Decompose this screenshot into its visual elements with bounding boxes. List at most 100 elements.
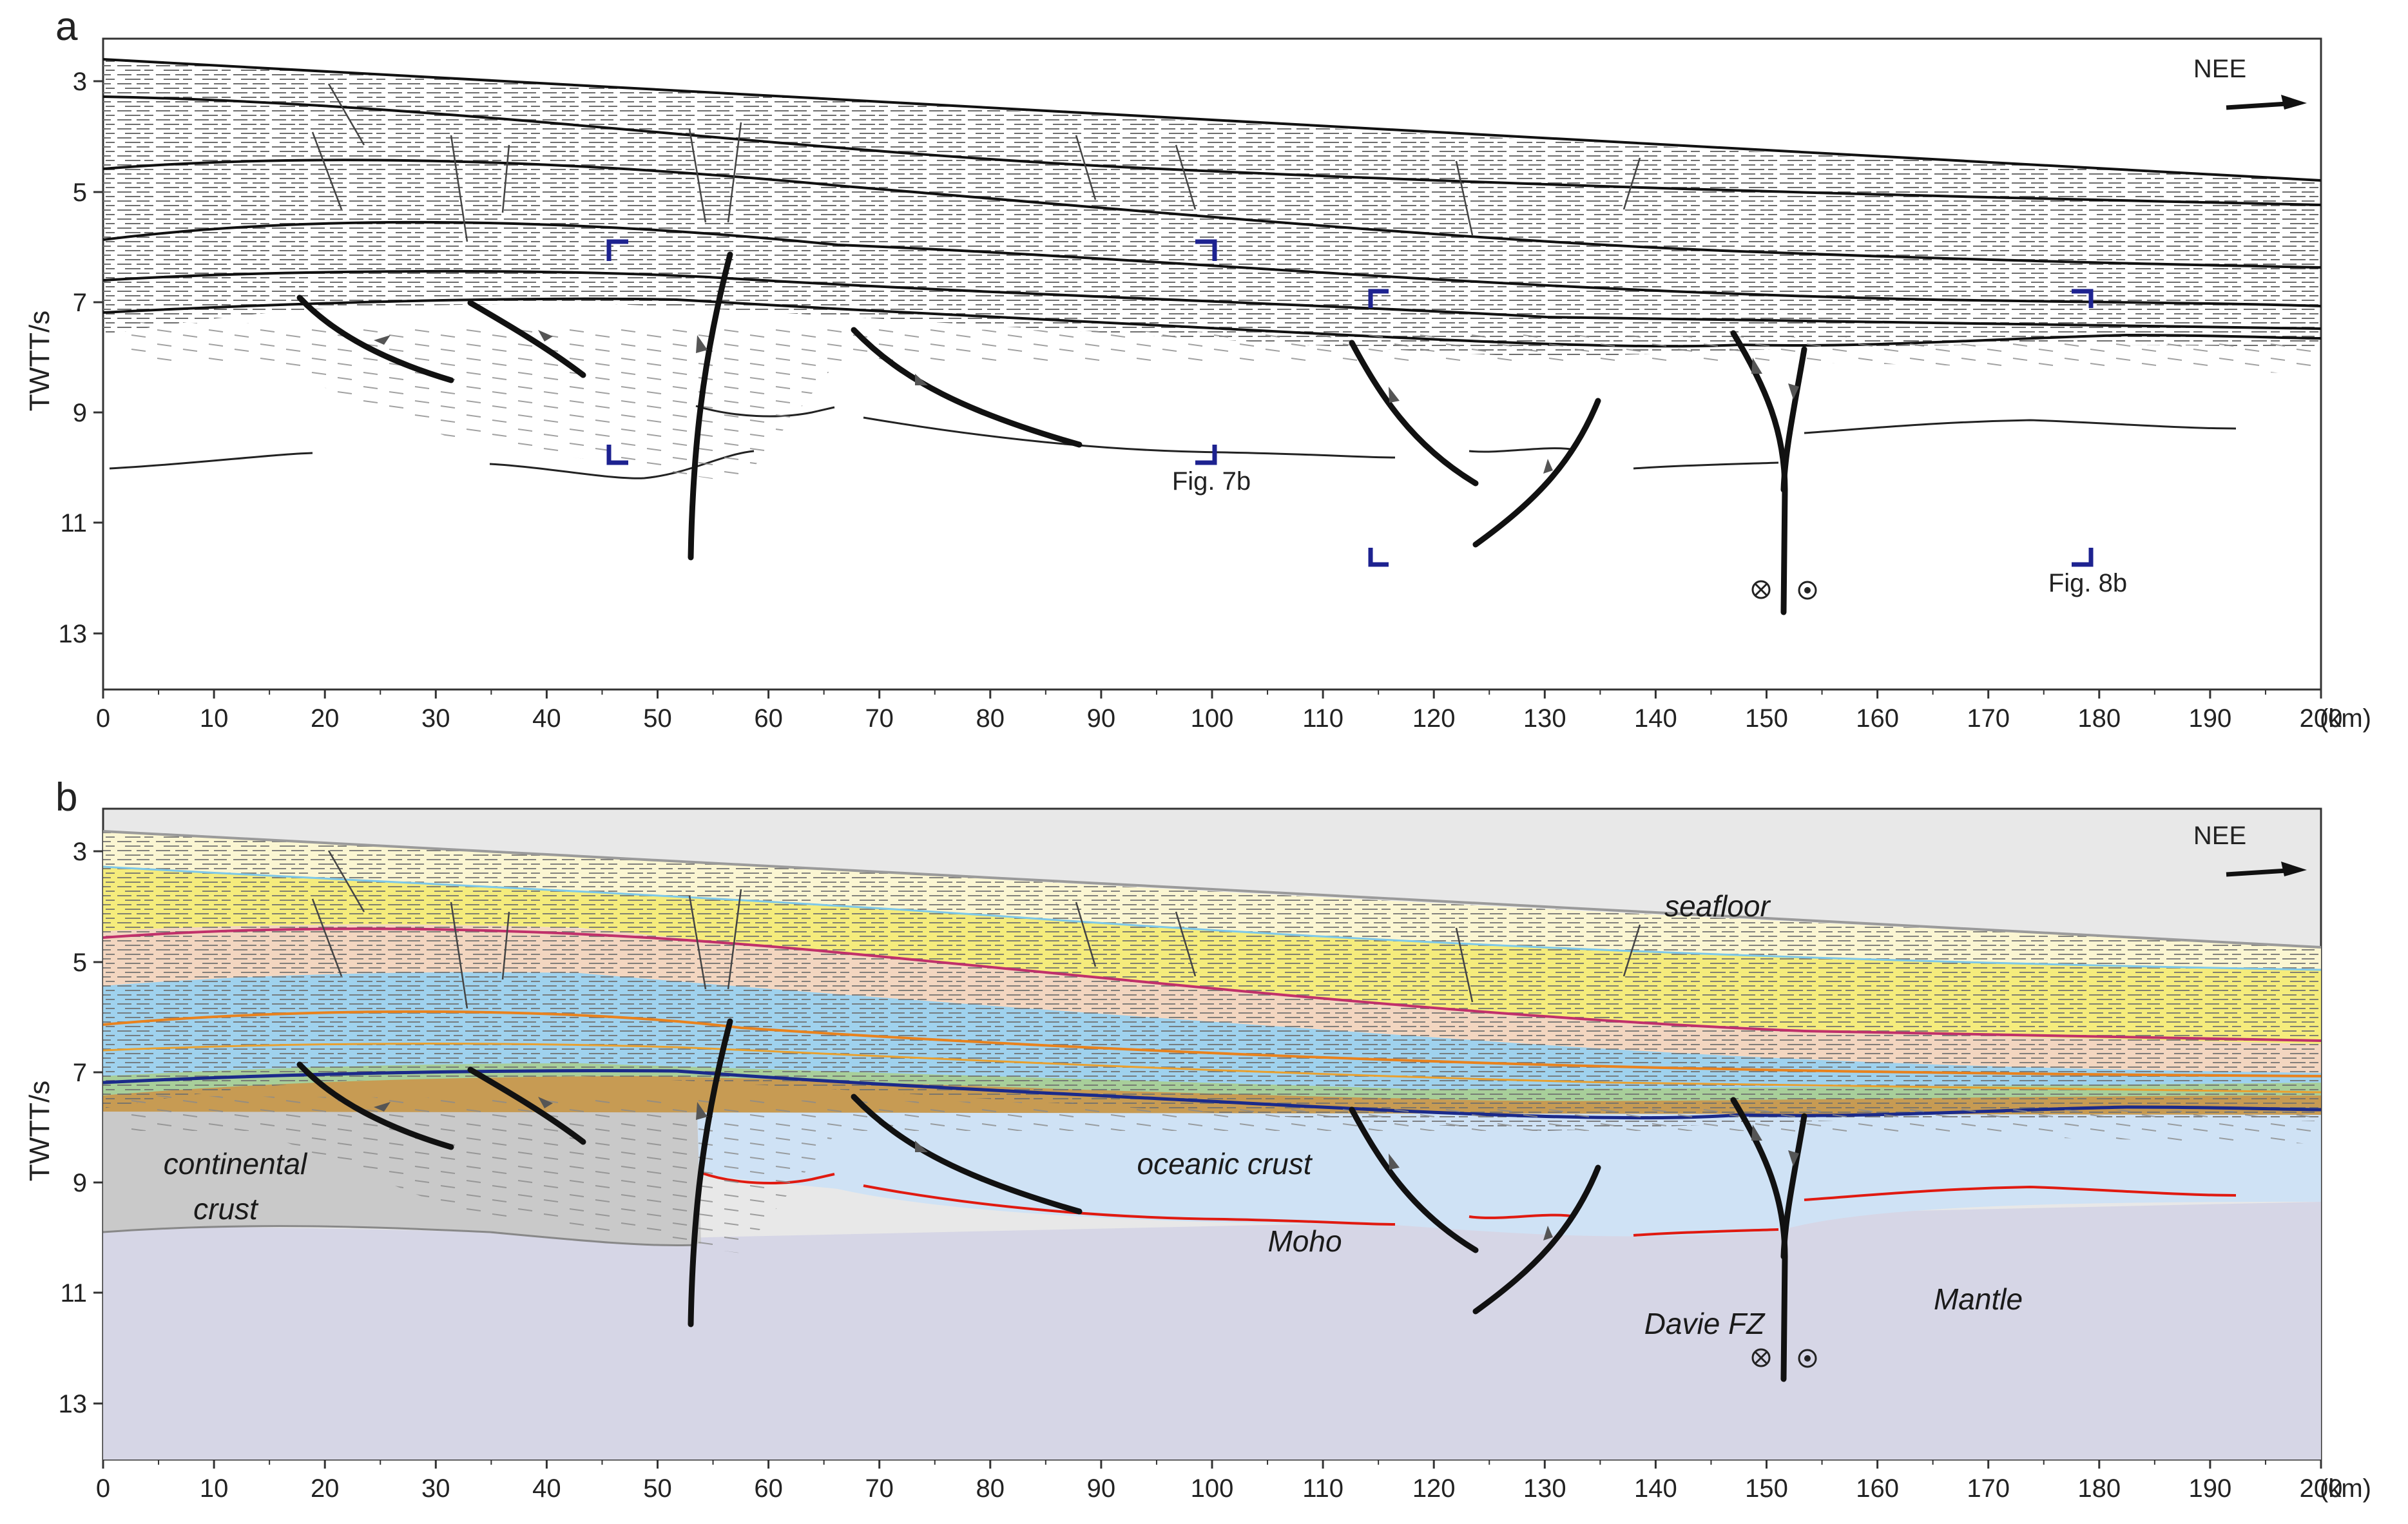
panel-a-fault-arrows xyxy=(374,330,1799,474)
panel-a-fault-5 xyxy=(1349,340,1479,487)
panel-a-deep-line-1 xyxy=(109,452,313,470)
panel-a-crust-texture xyxy=(129,322,2321,483)
panel-b-y-tick-labels: 3 5 7 9 11 13 xyxy=(59,838,88,1418)
panel-a-fault-1 xyxy=(296,294,454,383)
panel-a-fault-2 xyxy=(467,300,586,378)
panel-b-x-unit: (km) xyxy=(2320,1474,2371,1503)
panel-b-out-of-page-icon xyxy=(1798,1349,1817,1368)
panel-b-xtick-label: 0 xyxy=(96,1474,110,1503)
panel-a-ytick: 7 xyxy=(73,289,87,317)
panel-a-fault-6 xyxy=(1472,398,1601,548)
panel-a-section xyxy=(103,58,2321,615)
panel-b-horizon-orange-2 xyxy=(103,1043,2321,1094)
panel-b-continental-outline xyxy=(103,1225,697,1247)
panel-b-xtick-label: 120 xyxy=(1412,1474,1456,1503)
panel-b-label-moho: Moho xyxy=(1267,1224,1342,1258)
panel-b-crust-texture xyxy=(129,1095,2321,1253)
panel-a-x-ticks: 0 10 20 30 40 50 60 70 80 90 100 110 120 130 140 150 160… xyxy=(96,690,2342,733)
panel-a-y-axis-label: TWTT/s xyxy=(24,311,55,411)
panel-a-xtick-label: 190 xyxy=(2189,704,2232,733)
panel-b-label-crust: crust xyxy=(193,1192,259,1226)
panel-a-deep-line-6 xyxy=(1633,461,1779,470)
panel-b-mantle xyxy=(103,1202,2321,1460)
panel-b-xtick-label: 170 xyxy=(1967,1474,2010,1503)
panel-b-label-mantle: Mantle xyxy=(1934,1282,2023,1316)
panel-a-fault-8 xyxy=(1780,346,1807,493)
panel-a-xtick-label: 0 xyxy=(96,704,110,733)
panel-a-xtick-label: 140 xyxy=(1634,704,1677,733)
panel-b-fault-3 xyxy=(688,1018,733,1327)
panel-a-deep-line-4 xyxy=(863,416,1396,459)
panel-b-into-page-icon xyxy=(1751,1348,1771,1367)
panel-a-fig8b-bracket xyxy=(1368,289,2094,567)
panel-b-xtick-label: 80 xyxy=(976,1474,1005,1503)
panel-a-xtick-label: 110 xyxy=(1302,704,1344,733)
panel-a-sediment-body xyxy=(103,59,2321,358)
panel-b-label-oceanic-crust: oceanic crust xyxy=(1137,1147,1313,1181)
panel-b-label-continental: continental xyxy=(164,1147,308,1181)
panel-b-xtick-label: 20 xyxy=(311,1474,340,1503)
panel-a-strike-slip-symbols xyxy=(1751,580,1817,600)
panel-a-ref-fig7b: Fig. 7b xyxy=(1172,467,1251,496)
panel-a-ytick: 13 xyxy=(59,620,88,648)
panel-a-fault-4 xyxy=(851,327,1083,448)
panel-b-fault-1 xyxy=(296,1061,454,1150)
panel-b-xtick-label: 180 xyxy=(2077,1474,2121,1503)
panel-a-ref-fig8b: Fig. 8b xyxy=(2048,569,2127,597)
panel-a-deep-line-7 xyxy=(1804,419,2237,434)
panel-b-xtick-label: 100 xyxy=(1191,1474,1234,1503)
panel-a-xtick-label: 170 xyxy=(1967,704,2010,733)
panel-b-xtick-label: 190 xyxy=(2189,1474,2232,1503)
panel-a-xtick-label: 160 xyxy=(1856,704,1899,733)
panel-b-ytick: 5 xyxy=(73,949,87,977)
panel-b-fault-6 xyxy=(1472,1164,1601,1315)
panel-b-direction-arrow-icon xyxy=(2226,862,2307,877)
panel-b-xtick-label: 30 xyxy=(421,1474,450,1503)
panel-b-fault-2 xyxy=(467,1066,586,1145)
panel-a-horizon-2 xyxy=(103,159,2321,269)
panel-b-xtick-label: 130 xyxy=(1523,1474,1566,1503)
panel-b-fault-arrows xyxy=(374,1097,1799,1240)
panel-b-y-ticks xyxy=(93,850,103,1405)
panel-a-horizon-3 xyxy=(103,220,2321,307)
panel-a-y-tick-labels: 3 5 7 9 11 13 xyxy=(59,68,88,648)
panel-a-x-unit: (km) xyxy=(2320,704,2371,733)
panel-a-xtick-label: 150 xyxy=(1745,704,1788,733)
panel-b-sediment-texture xyxy=(103,831,2321,1131)
panel-b-y-axis-label: TWTT/s xyxy=(24,1081,55,1181)
panel-b-xtick-label: 150 xyxy=(1745,1474,1788,1503)
panel-a-xtick-label: 90 xyxy=(1087,704,1116,733)
panel-a-out-of-page-icon xyxy=(1798,581,1817,600)
panel-b-letter: b xyxy=(55,775,77,820)
panel-a-ytick: 3 xyxy=(73,68,87,96)
panel-b-ytick: 3 xyxy=(73,838,87,866)
panel-a-xtick-label: 130 xyxy=(1523,704,1566,733)
panel-b-label-seafloor: seafloor xyxy=(1664,889,1771,923)
panel-a-xtick-label: 20 xyxy=(311,704,340,733)
panel-a-xtick-label: 80 xyxy=(976,704,1005,733)
panel-a-xtick-label: 10 xyxy=(200,704,229,733)
panel-a: a xyxy=(24,5,2371,733)
panel-b-horizon-orange xyxy=(103,1010,2321,1077)
panel-b-fault-8 xyxy=(1780,1113,1807,1260)
panel-a-ytick: 11 xyxy=(60,509,87,537)
panel-a-minor-faults xyxy=(311,83,1641,242)
panel-a-xtick-label: 120 xyxy=(1412,704,1456,733)
panel-b: b xyxy=(24,775,2371,1503)
panel-b-xtick-label: 50 xyxy=(643,1474,672,1503)
panel-b-ytick: 9 xyxy=(73,1169,87,1197)
panel-a-direction-label: NEE xyxy=(2193,55,2246,83)
panel-b-ytick: 7 xyxy=(73,1059,87,1087)
panel-a-xtick-label: 50 xyxy=(643,704,672,733)
panel-b-xtick-label: 140 xyxy=(1634,1474,1677,1503)
panel-a-xtick-label: 100 xyxy=(1191,704,1234,733)
panel-a-fault-3 xyxy=(688,251,733,561)
panel-b-x-ticks: 0 10 20 30 40 50 60 70 80 90 100 110 120 130 140 150 160… xyxy=(96,1460,2342,1503)
panel-a-ytick: 9 xyxy=(73,399,87,427)
panel-a-y-ticks xyxy=(93,80,103,635)
panel-b-section xyxy=(103,830,2321,1460)
panel-a-xtick-label: 70 xyxy=(865,704,894,733)
panel-b-minor-faults xyxy=(311,850,1641,1009)
panel-b-xtick-label: 160 xyxy=(1856,1474,1899,1503)
